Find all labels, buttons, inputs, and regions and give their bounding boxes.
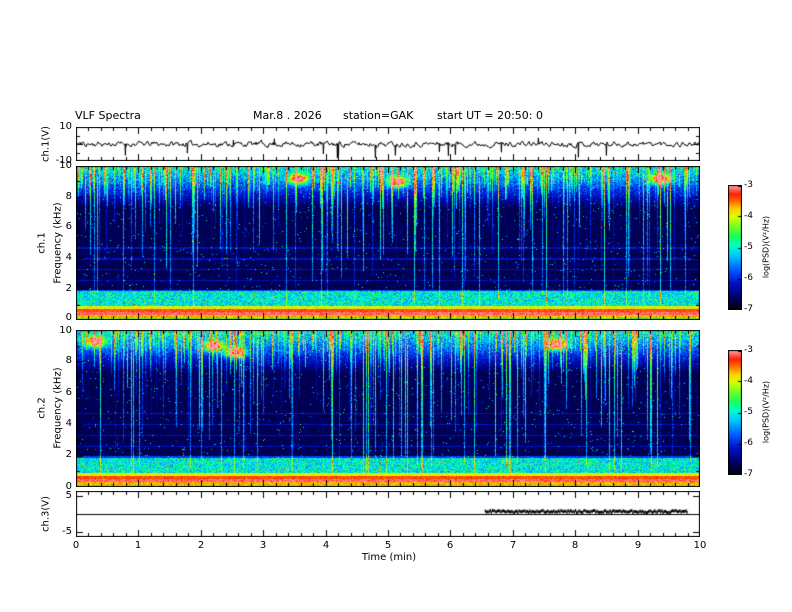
xtick-label: 1 (134, 540, 142, 551)
ytick-label: 5 (65, 490, 72, 501)
ch1-voltage-axis-label: ch.1(V) (40, 125, 52, 163)
xtick-label: 5 (384, 540, 392, 551)
colorbar-tick-label: -6 (744, 273, 753, 283)
ytick-label: 0 (65, 312, 72, 323)
ch3-voltage-axis-label: ch.3(V) (40, 495, 52, 533)
ytick-label: 2 (65, 283, 72, 294)
xtick-label: 6 (446, 540, 454, 551)
colorbar-ch2-canvas (728, 350, 742, 475)
ytick-label: 10 (59, 121, 72, 132)
page-title: VLF Spectra (75, 109, 141, 122)
ytick-label: 8 (65, 355, 72, 366)
ytick-label: 2 (65, 449, 72, 460)
colorbar-tick-label: -3 (744, 180, 753, 190)
ch1-waveform-canvas (76, 127, 700, 161)
colorbar-tick-label: -4 (744, 211, 753, 221)
ytick-label: 6 (65, 221, 72, 232)
colorbar-ch1-canvas (728, 185, 742, 310)
ytick-label: 6 (65, 387, 72, 398)
colorbar-tick-label: -4 (744, 376, 753, 386)
colorbar-tick-label: -6 (744, 438, 753, 448)
start-ut-label: start UT = 20:50: 0 (437, 109, 543, 122)
colorbar-tick-label: -7 (744, 304, 753, 314)
ytick-label: 4 (65, 252, 72, 263)
ch2-channel-label: ch.2 (36, 397, 48, 419)
colorbar-tick-label: -3 (744, 345, 753, 355)
station-label: station=GAK (343, 109, 414, 122)
xtick-label: 8 (571, 540, 579, 551)
xtick-label: 0 (72, 540, 80, 551)
ytick-label: 8 (65, 191, 72, 202)
colorbar-ch2-unit-label: log(PSD)(V²/Hz) (761, 380, 771, 444)
ytick-label: 10 (59, 325, 72, 336)
xtick-label: 7 (509, 540, 517, 551)
xtick-label: 4 (322, 540, 330, 551)
xtick-label: 9 (634, 540, 642, 551)
ch2-frequency-axis-label: Frequency (kHz) (52, 367, 64, 449)
ch2-spectrogram-canvas (76, 330, 700, 487)
colorbar-tick-label: -5 (744, 242, 753, 252)
xtick-label: 2 (197, 540, 205, 551)
ytick-label: -10 (55, 155, 72, 166)
time-axis-label: Time (min) (361, 552, 417, 563)
ch1-frequency-axis-label: Frequency (kHz) (52, 202, 64, 284)
ch3-line-canvas (76, 491, 700, 537)
colorbar-tick-label: -5 (744, 407, 753, 417)
ch1-channel-label: ch.1 (36, 232, 48, 254)
xtick-label: 10 (693, 540, 707, 551)
colorbar-tick-label: -7 (744, 469, 753, 479)
xtick-label: 3 (259, 540, 267, 551)
ytick-label: 10 (59, 160, 72, 171)
ytick-label: -5 (62, 526, 72, 537)
ytick-label: 4 (65, 418, 72, 429)
date-label: Mar.8 . 2026 (253, 109, 322, 122)
ch1-spectrogram-canvas (76, 166, 700, 320)
ytick-label: 0 (65, 481, 72, 492)
colorbar-ch1-unit-label: log(PSD)(V²/Hz) (761, 215, 771, 279)
